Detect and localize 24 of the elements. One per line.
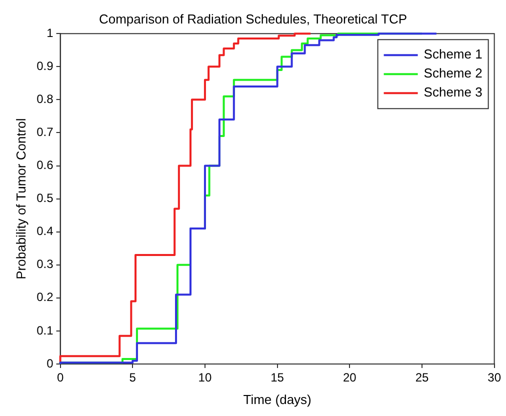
y-tick-label: 0 xyxy=(46,356,54,370)
legend-label: Scheme 1 xyxy=(424,46,482,62)
y-tick-label: 0.2 xyxy=(36,290,54,304)
y-tick-label: 0.3 xyxy=(36,257,54,272)
x-tick-label: 0 xyxy=(56,370,64,385)
y-axis-title: Probability of Tumor Control xyxy=(13,118,28,280)
x-tick-label: 25 xyxy=(415,370,429,385)
x-tick-label: 10 xyxy=(198,370,212,385)
y-tick-label: 0.9 xyxy=(36,58,54,73)
y-tick-label: 0.7 xyxy=(36,125,54,140)
y-tick-label: 0.5 xyxy=(36,191,54,206)
x-axis-title: Time (days) xyxy=(243,392,312,407)
x-tick-label: 30 xyxy=(488,370,502,385)
legend-label: Scheme 2 xyxy=(424,66,482,81)
legend-label: Scheme 3 xyxy=(424,84,482,100)
x-tick-label: 15 xyxy=(270,370,284,385)
y-tick-label: 0.4 xyxy=(36,224,54,238)
y-tick-label: 0.1 xyxy=(36,323,54,338)
y-tick-label: 0.8 xyxy=(36,92,54,106)
x-tick-label: 5 xyxy=(129,370,136,385)
x-tick-label: 20 xyxy=(342,370,357,385)
y-tick-label: 0.6 xyxy=(36,158,54,172)
y-tick-label: 1 xyxy=(46,26,54,40)
chart-title: Comparison of Radiation Schedules, Theoretical TCP xyxy=(98,11,408,26)
